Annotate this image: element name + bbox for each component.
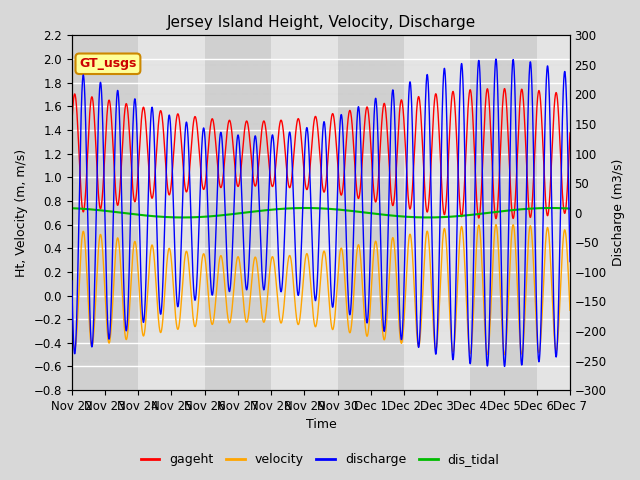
Bar <box>537 36 570 390</box>
Text: GT_usgs: GT_usgs <box>79 57 136 70</box>
Bar <box>470 36 537 390</box>
Bar <box>271 36 337 390</box>
Title: Jersey Island Height, Velocity, Discharge: Jersey Island Height, Velocity, Discharg… <box>166 15 476 30</box>
Bar <box>72 36 138 390</box>
X-axis label: Time: Time <box>305 419 337 432</box>
Y-axis label: Discharge (m3/s): Discharge (m3/s) <box>612 159 625 266</box>
Legend: gageht, velocity, discharge, dis_tidal: gageht, velocity, discharge, dis_tidal <box>136 448 504 471</box>
Bar <box>205 36 271 390</box>
Bar <box>138 36 205 390</box>
Bar <box>404 36 470 390</box>
Bar <box>337 36 404 390</box>
Y-axis label: Ht, Velocity (m, m/s): Ht, Velocity (m, m/s) <box>15 149 28 277</box>
